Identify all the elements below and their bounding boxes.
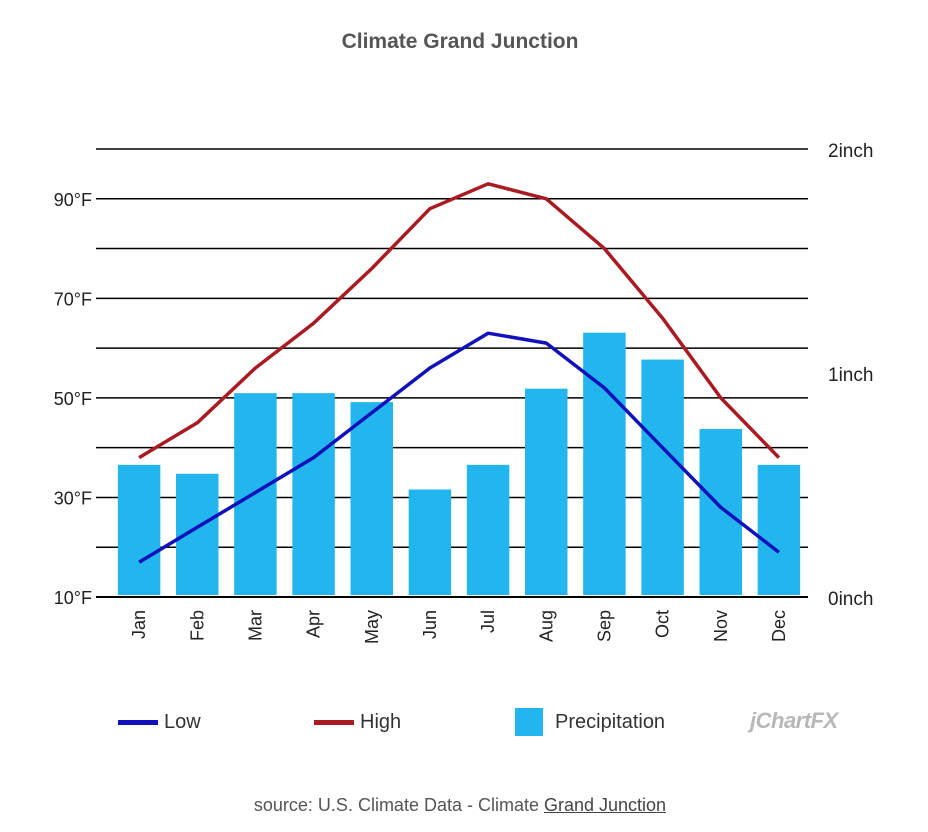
legend-label-low: Low	[164, 710, 201, 733]
y-left-tick-label: 90°F	[54, 190, 92, 210]
x-tick-label: Jul	[478, 610, 498, 633]
precipitation-bar	[699, 429, 742, 595]
y-right-tick-label: 2inch	[828, 141, 873, 162]
legend-label-precipitation: Precipitation	[555, 710, 666, 733]
precipitation-swatch	[515, 708, 543, 736]
legend-item-high[interactable]: High	[314, 706, 401, 738]
source-line: source: U.S. Climate Data - Climate Gran…	[0, 795, 920, 816]
y-left-tick-label: 10°F	[54, 588, 92, 608]
legend-item-low[interactable]: Low	[118, 706, 201, 738]
jchartfx-logo: jChartFX	[750, 708, 838, 733]
x-tick-label: Apr	[304, 610, 324, 638]
source-prefix: source: U.S. Climate Data - Climate	[253, 795, 544, 815]
y-right-tick-label: 0inch	[828, 589, 873, 610]
y-left-tick-label: 50°F	[54, 389, 92, 409]
high-temperature-line	[138, 182, 781, 460]
y-right-tick-label: 1inch	[828, 365, 873, 386]
precipitation-bar	[117, 464, 161, 595]
legend-label-high: High	[360, 710, 402, 733]
x-tick-label: Nov	[711, 610, 731, 642]
y-left-tick-label: 70°F	[54, 289, 92, 309]
precipitation-bar	[583, 332, 626, 595]
precipitation-bar	[525, 388, 568, 595]
precipitation-bar	[757, 464, 801, 595]
y-left-tick-label: 30°F	[54, 488, 92, 508]
precipitation-bar	[641, 359, 684, 595]
axis-labels: 10°F 30°F 50°F 70°F 90°F 0inch 1inch 2inch Jan Fe…	[54, 141, 874, 644]
x-tick-label: Sep	[594, 610, 614, 642]
source-link[interactable]: Grand Junction	[544, 795, 667, 815]
x-tick-label: Aug	[536, 610, 556, 642]
temperature-lines	[138, 182, 781, 564]
precipitation-bar	[408, 489, 452, 595]
x-tick-label: May	[362, 610, 382, 644]
chart-plot: 10°F 30°F 50°F 70°F 90°F 0inch 1inch 2inch Jan Fe…	[54, 141, 874, 644]
precipitation-bar	[466, 464, 510, 595]
precipitation-bars	[117, 332, 801, 595]
x-tick-label: Feb	[187, 610, 207, 641]
low-line-swatch	[118, 719, 158, 725]
low-temperature-line	[138, 331, 780, 564]
high-line-swatch	[314, 719, 354, 725]
x-tick-label: Jan	[129, 610, 149, 639]
x-tick-label: Oct	[653, 610, 673, 638]
legend-item-precipitation[interactable]: Precipitation	[515, 706, 665, 738]
chart-title: Climate Grand Junction	[341, 30, 579, 53]
precipitation-bar	[292, 393, 335, 595]
precipitation-bar	[350, 402, 393, 595]
x-tick-label: Jun	[420, 610, 440, 639]
x-tick-label: Mar	[245, 610, 265, 641]
x-tick-label: Dec	[769, 610, 789, 642]
